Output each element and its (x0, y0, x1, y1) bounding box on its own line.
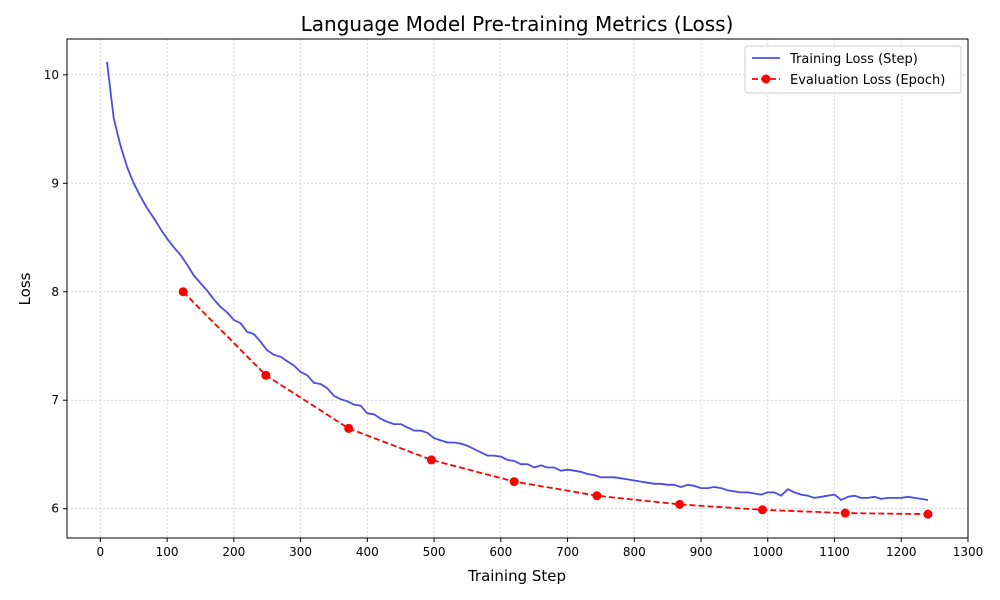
x-tick-label: 1300 (953, 545, 984, 559)
x-tick-label: 900 (690, 545, 713, 559)
y-tick-label: 6 (51, 502, 59, 516)
x-axis-ticks: 0 100 200 300 400 500 600 700 800 900 1000 1100 1200… (97, 538, 984, 559)
y-tick-label: 9 (51, 176, 59, 190)
x-tick-label: 200 (222, 545, 245, 559)
eval-loss-point (675, 499, 685, 509)
eval-loss-point (344, 423, 354, 433)
eval-loss-point (426, 455, 436, 465)
y-tick-label: 7 (51, 393, 59, 407)
x-tick-label: 700 (556, 545, 579, 559)
grid-lines (67, 39, 969, 538)
y-axis-ticks: 6 7 8 9 10 (44, 68, 67, 516)
eval-loss-point (509, 477, 519, 487)
legend-label-eval: Evaluation Loss (Epoch) (790, 73, 945, 88)
x-tick-label: 800 (623, 545, 646, 559)
series-line-evaluation-loss (182, 291, 929, 515)
x-tick-label: 1000 (753, 545, 784, 559)
legend: Training Loss (Step) Evaluation Loss (Ep… (744, 45, 962, 94)
chart-title: Language Model Pre-training Metrics (Los… (301, 12, 734, 36)
x-axis-title: Training Step (467, 567, 566, 585)
plot-area-frame (66, 38, 969, 539)
eval-loss-point (261, 370, 271, 380)
y-axis-title: Loss (16, 272, 34, 305)
legend-marker-eval (761, 74, 771, 84)
eval-loss-point (757, 505, 767, 515)
eval-loss-point (923, 509, 933, 519)
x-tick-label: 600 (489, 545, 512, 559)
x-tick-label: 0 (97, 545, 105, 559)
x-tick-label: 1200 (886, 545, 917, 559)
legend-label-training: Training Loss (Step) (789, 52, 918, 67)
x-tick-label: 400 (356, 545, 379, 559)
x-tick-label: 1100 (819, 545, 850, 559)
eval-loss-point (178, 287, 188, 297)
x-tick-label: 300 (289, 545, 312, 559)
eval-loss-point (840, 508, 850, 518)
y-tick-label: 8 (51, 285, 59, 299)
eval-loss-point (592, 491, 602, 501)
y-tick-label: 10 (44, 68, 59, 82)
x-tick-label: 500 (423, 545, 446, 559)
x-tick-label: 100 (156, 545, 179, 559)
legend-box (744, 45, 962, 94)
series-layer (106, 61, 933, 519)
series-line-training-loss (106, 61, 929, 501)
